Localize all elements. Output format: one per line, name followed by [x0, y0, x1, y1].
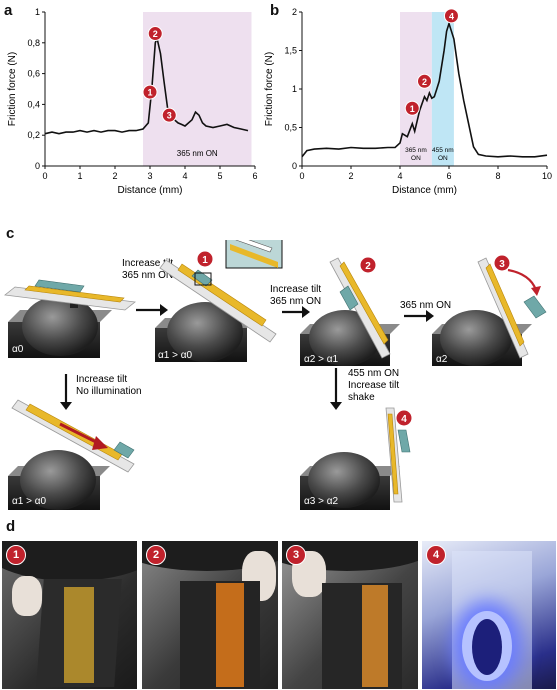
panel-label-d: d	[6, 518, 16, 535]
panel-label-c: c	[6, 225, 15, 242]
angle-label-0: α0	[12, 344, 24, 355]
chart-b-region-label-455: 455 nm ON	[432, 147, 454, 162]
a-marker	[161, 107, 177, 123]
stage-3: α2	[432, 257, 547, 366]
b-ytick-label: 2	[292, 7, 297, 17]
stage-0-film	[24, 285, 125, 303]
chart-a-region-label: 365 nm ON	[177, 149, 218, 158]
panel-label-b: b	[270, 2, 280, 19]
chart-a: 0 1 2 3 4 5 6 0 0,2 0,4 0,6 0,8 1 365 nm ON Distance…	[7, 7, 258, 196]
step3-line1: 365 nm ON	[400, 300, 451, 311]
step1-line2: 365 nm ON	[122, 270, 173, 281]
photo-badge-4: 4	[426, 545, 446, 565]
b-ytick-label: 1	[292, 84, 297, 94]
a-xtick-label: 4	[182, 171, 187, 181]
step4-line2: Increase tilt	[348, 380, 399, 391]
chart-a-series-line	[44, 35, 249, 135]
a-ytick-label: 0,4	[27, 99, 40, 109]
stage-4: α1 > α0	[8, 399, 135, 510]
stage-0: α0	[4, 279, 136, 358]
photo-3: 3	[282, 541, 418, 689]
diagram-badge-2: 2	[365, 261, 371, 272]
chart-a-xlabel: Distance (mm)	[117, 185, 182, 196]
b-ytick-label: 0	[292, 161, 297, 171]
a-xtick-label: 2	[112, 171, 117, 181]
photo-badge-1: 1	[6, 545, 26, 565]
step2-line2: 365 nm ON	[270, 296, 321, 307]
a-marker-label: 2	[153, 29, 158, 39]
chart-b-region-365	[400, 12, 432, 166]
b-xtick-label: 8	[495, 171, 500, 181]
step5-line2: No illumination	[76, 386, 142, 397]
b-xtick-label: 0	[299, 171, 304, 181]
photo-4: 4	[422, 541, 556, 689]
a-marker	[142, 84, 158, 100]
photo-2: 2	[142, 541, 278, 689]
chart-a-ylabel: Friction force (N)	[7, 52, 18, 126]
a-ytick-label: 1	[35, 7, 40, 17]
a-marker-label: 3	[167, 111, 172, 121]
a-marker-label: 1	[147, 88, 152, 98]
b-ytick-label: 0,5	[284, 123, 297, 133]
chart-b-series-line	[301, 20, 548, 158]
b-marker	[443, 8, 459, 24]
stage-0-slider	[34, 279, 85, 293]
diagram-badge-3: 3	[499, 259, 505, 270]
stage-0-dome	[22, 296, 98, 356]
a-ytick-label: 0,8	[27, 38, 40, 48]
diagram-badge-4: 4	[401, 414, 407, 425]
b-xtick-label: 6	[446, 171, 451, 181]
chart-b-xlabel: Distance (mm)	[392, 185, 457, 196]
b-ytick-label: 1,5	[284, 46, 297, 56]
mechanism-diagram: α0 Increase tilt 365 nm ON α1 > α0 1 Inc…	[4, 240, 547, 510]
a-xtick-label: 6	[252, 171, 257, 181]
stage-5: α3 > α2	[300, 407, 411, 510]
step4-line1: 455 nm ON	[348, 368, 399, 379]
stage-2: α2 > α1	[300, 257, 400, 366]
a-xtick-label: 1	[77, 171, 82, 181]
angle-label-1: α1 > α0	[158, 350, 193, 361]
b-marker-label: 4	[449, 11, 454, 21]
photo-1: 1	[2, 541, 137, 689]
b-marker-label: 1	[410, 104, 415, 114]
a-xtick-label: 5	[217, 171, 222, 181]
step4-line3: shake	[348, 392, 375, 403]
panel-label-a: a	[4, 2, 13, 19]
stage-1-plate	[159, 259, 277, 343]
a-marker	[147, 26, 163, 42]
angle-label-3: α2	[436, 354, 448, 365]
a-ytick-label: 0,6	[27, 69, 40, 79]
a-xtick-label: 3	[147, 171, 152, 181]
chart-b: 0 2 4 6 8 10 0 0,5 1 1,5 2 365 nm ON 455 nm ON Dista…	[264, 7, 552, 196]
angle-label-4: α1 > α0	[12, 496, 47, 507]
b-xtick-label: 10	[542, 171, 552, 181]
step1-line1: Increase tilt	[122, 258, 173, 269]
stage-0-plate	[4, 286, 136, 311]
b-marker	[417, 73, 432, 89]
b-xtick-label: 4	[397, 171, 402, 181]
chart-b-region-455	[431, 12, 454, 166]
a-xtick-label: 0	[42, 171, 47, 181]
chart-b-ylabel: Friction force (N)	[264, 52, 275, 126]
stage-1: α1 > α0	[155, 240, 283, 362]
a-ytick-label: 0,2	[27, 130, 40, 140]
step2-line1: Increase tilt	[270, 284, 321, 295]
photo-badge-2: 2	[146, 545, 166, 565]
a-ytick-label: 0	[35, 161, 40, 171]
b-marker-label: 2	[422, 77, 427, 87]
diagram-badge-1: 1	[202, 255, 208, 266]
photo-badge-3: 3	[286, 545, 306, 565]
b-xtick-label: 2	[348, 171, 353, 181]
angle-label-2: α2 > α1	[304, 354, 339, 365]
step5-line1: Increase tilt	[76, 374, 127, 385]
chart-b-region-label-365: 365 nm ON	[405, 147, 427, 162]
b-marker	[404, 100, 420, 116]
angle-label-5: α3 > α2	[304, 496, 339, 507]
